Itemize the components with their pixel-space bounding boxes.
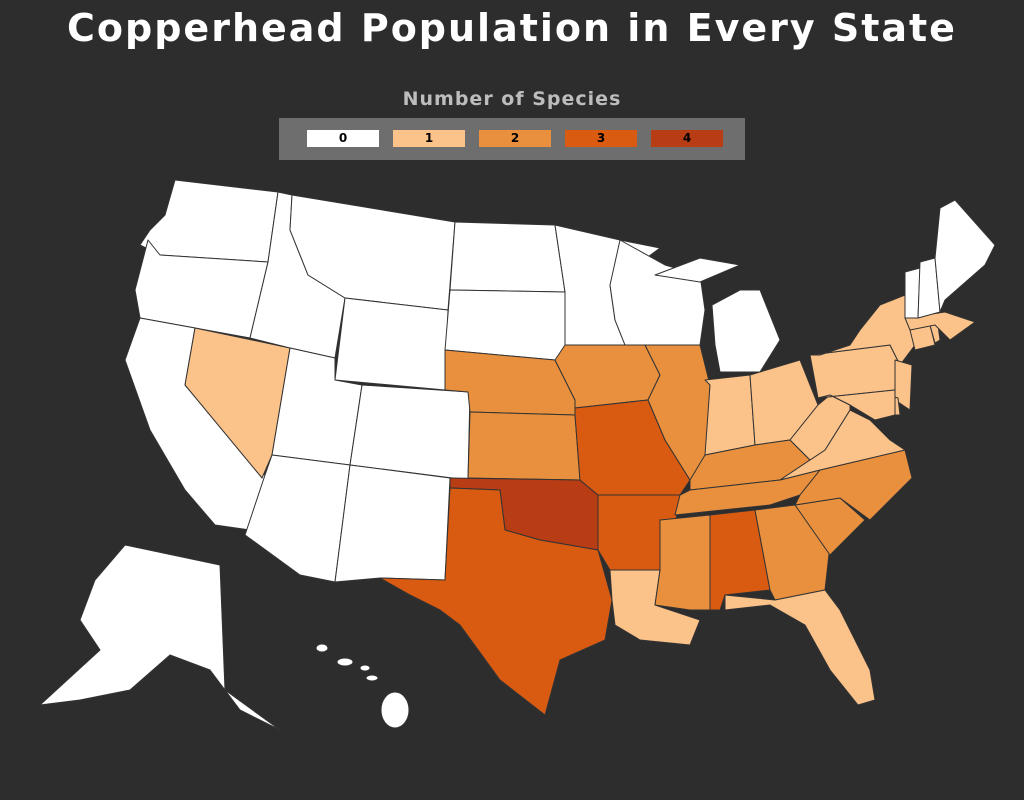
legend: 0 1 2 3 4 — [279, 118, 745, 160]
state-nc — [794, 449, 913, 521]
state-hi — [315, 643, 329, 653]
state-ms — [654, 514, 711, 611]
legend-title: Number of Species — [402, 88, 622, 110]
state-ks — [467, 411, 581, 481]
state-vt — [904, 267, 921, 319]
state-sd — [444, 289, 566, 361]
state-hi — [380, 691, 410, 729]
state-or — [134, 239, 269, 339]
state-nj — [894, 359, 913, 411]
state-wi — [609, 239, 706, 346]
state-hi — [336, 657, 354, 667]
state-me — [934, 199, 996, 313]
legend-swatch-2: 2 — [479, 130, 551, 147]
state-mi — [654, 257, 741, 283]
state-fl — [724, 589, 876, 706]
legend-swatch-4: 4 — [651, 130, 723, 147]
state-wv — [789, 394, 851, 461]
map-title: Copperhead Population in Every State — [67, 6, 957, 50]
state-wa — [139, 179, 279, 263]
state-nv — [184, 327, 291, 479]
state-mi — [711, 289, 781, 373]
state-in — [704, 374, 756, 456]
legend-swatch-1: 1 — [393, 130, 465, 147]
legend-swatch-0: 0 — [307, 130, 379, 147]
state-hi — [359, 664, 371, 672]
state-tx — [379, 487, 613, 716]
legend-swatch-3: 3 — [565, 130, 637, 147]
state-md — [817, 389, 896, 421]
state-hi — [365, 674, 379, 682]
state-ma — [904, 311, 976, 341]
state-co — [349, 384, 471, 481]
state-nd — [449, 221, 566, 293]
state-ak — [39, 544, 281, 731]
state-wy — [334, 297, 449, 391]
state-nm — [334, 464, 451, 583]
